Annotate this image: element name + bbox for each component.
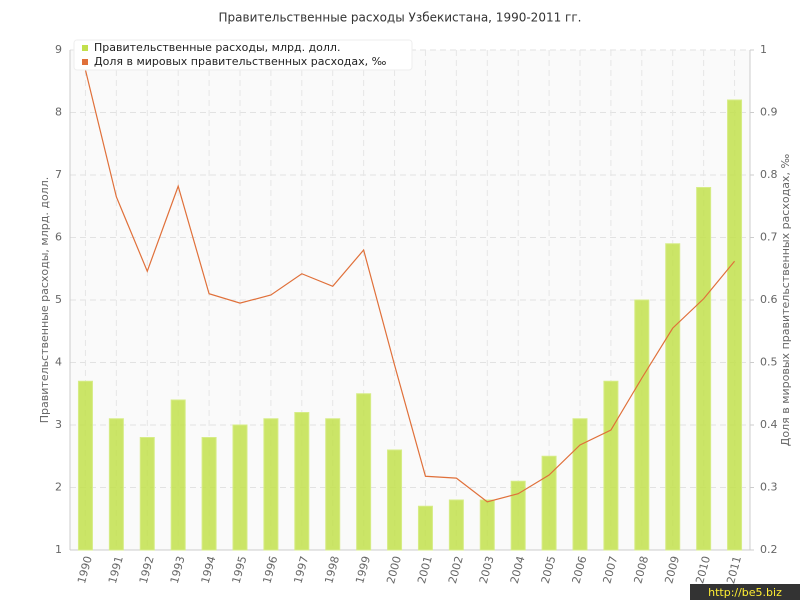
x-tick-label: 1992 (137, 555, 157, 585)
y2-tick-label: 0.4 (760, 418, 778, 431)
watermark: http://be5.biz (708, 586, 782, 599)
bar (417, 505, 433, 551)
legend-text: Доля в мировых правительственных расхода… (94, 55, 387, 68)
bar (479, 499, 495, 551)
y2-tick-label: 0.6 (760, 293, 778, 306)
watermark-bg (690, 584, 800, 600)
y-tick-label: 5 (55, 293, 62, 306)
bar (448, 499, 464, 551)
bar (572, 418, 588, 551)
bar (541, 455, 557, 551)
chart-title: Правительственные расходы Узбекистана, 1… (219, 11, 582, 25)
bar (77, 380, 93, 551)
bar (170, 399, 186, 551)
x-tick-label: 1996 (261, 555, 281, 585)
x-tick-label: 2009 (662, 555, 682, 585)
y-tick-label: 6 (55, 231, 62, 244)
bar (108, 418, 124, 551)
bar (294, 412, 310, 551)
legend: Правительственные расходы, млрд. долл.До… (73, 39, 413, 71)
bar (696, 187, 712, 551)
y-tick-label: 8 (55, 106, 62, 119)
bar (510, 480, 526, 551)
legend-text: Правительственные расходы, млрд. долл. (94, 41, 340, 54)
y-tick-label: 4 (55, 356, 62, 369)
x-tick-label: 1991 (106, 555, 126, 585)
bar (356, 393, 372, 551)
bar (603, 380, 619, 551)
x-tick-label: 1995 (230, 555, 250, 585)
x-tick-label: 1999 (353, 555, 373, 585)
legend-swatch (82, 59, 88, 65)
marks (77, 69, 743, 551)
x-tick-label: 2011 (724, 555, 744, 585)
bar (263, 418, 279, 551)
legend-box (73, 39, 413, 71)
x-tick-label: 2000 (384, 555, 404, 585)
x-tick-label: 1990 (75, 555, 95, 585)
y-tick-label: 1 (55, 543, 62, 556)
x-tick-label: 2003 (477, 555, 497, 585)
y2-tick-label: 0.8 (760, 168, 778, 181)
y-tick-label: 7 (55, 168, 62, 181)
bar (665, 243, 681, 551)
x-tick-label: 2007 (601, 555, 621, 585)
x-tick-label: 2005 (539, 555, 559, 585)
y2-axis-label: Доля в мировых правительственных расхода… (779, 154, 792, 447)
x-tick-label: 1994 (199, 555, 219, 585)
bar (201, 437, 217, 551)
bar (232, 424, 248, 551)
legend-swatch (82, 45, 88, 51)
x-tick-label: 1993 (168, 555, 188, 585)
y2-tick-label: 0.5 (760, 356, 778, 369)
line (84, 69, 736, 503)
x-tick-label: 2001 (415, 555, 435, 585)
y-tick-label: 9 (55, 43, 62, 56)
x-tick-label: 1998 (322, 555, 342, 585)
bar (634, 299, 650, 551)
y-tick-label: 2 (55, 481, 62, 494)
bar (139, 437, 155, 551)
x-tick-label: 2002 (446, 555, 466, 585)
x-tick-label: 2004 (508, 555, 528, 585)
x-tick-label: 1997 (291, 555, 311, 585)
y-tick-label: 3 (55, 418, 62, 431)
x-tick-label: 2008 (631, 555, 651, 585)
bar (325, 418, 341, 551)
bar (387, 449, 403, 551)
grid: 1 2 3 4 5 6 7 8 9 0.2 0.3 0.4 0.5 0.6 0.7 0.8 0.9 1 1990 19… (55, 43, 778, 585)
y2-tick-label: 0.7 (760, 231, 778, 244)
x-tick-label: 2006 (570, 555, 590, 585)
y2-tick-label: 0.9 (760, 106, 778, 119)
bar (727, 99, 743, 551)
y2-tick-label: 0.2 (760, 543, 778, 556)
y2-tick-label: 1 (760, 43, 767, 56)
y-axis-label: Правительственные расходы, млрд. долл. (38, 177, 51, 423)
x-tick-label: 2010 (693, 555, 713, 585)
y2-tick-label: 0.3 (760, 481, 778, 494)
